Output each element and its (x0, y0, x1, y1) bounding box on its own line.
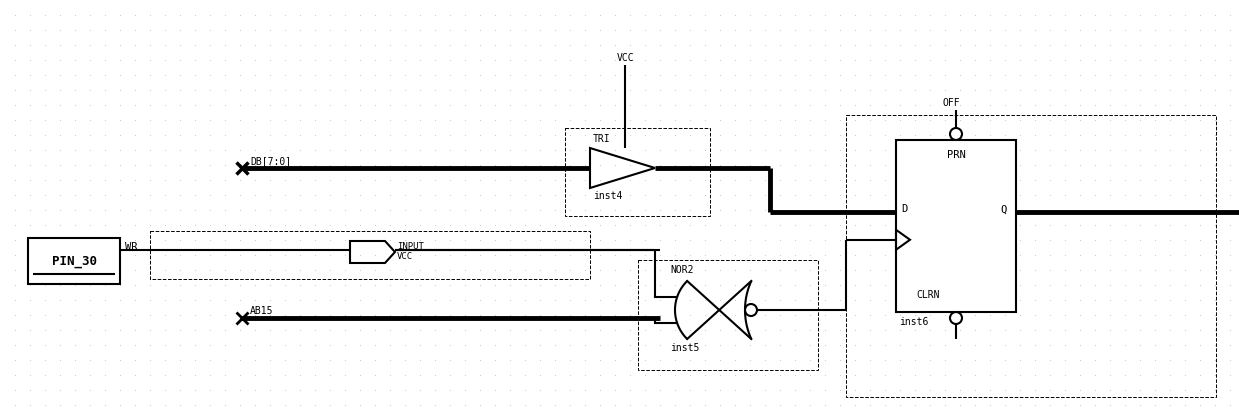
Text: inst5: inst5 (670, 343, 699, 353)
Bar (896, 140, 1016, 312)
Text: inst4: inst4 (593, 191, 622, 201)
Text: CLRN: CLRN (916, 290, 939, 300)
Text: OFF: OFF (942, 98, 960, 108)
Bar (150, 231, 590, 279)
Text: PIN_30: PIN_30 (52, 255, 97, 268)
Bar (638, 260, 818, 370)
Text: VCC: VCC (617, 53, 634, 63)
Text: Q: Q (1000, 204, 1006, 214)
Text: D: D (901, 204, 907, 214)
Text: PRN: PRN (947, 150, 965, 160)
Text: inst6: inst6 (900, 317, 928, 327)
Text: DB[7:0]: DB[7:0] (250, 156, 291, 166)
Text: VCC: VCC (396, 252, 413, 261)
Text: AB15: AB15 (250, 306, 274, 316)
Bar (565, 128, 710, 216)
Text: WR: WR (125, 242, 138, 252)
Bar (846, 115, 1215, 397)
Text: TRI: TRI (593, 134, 611, 144)
Bar (28, 238, 120, 284)
Text: INPUT: INPUT (396, 242, 424, 251)
Text: NOR2: NOR2 (670, 265, 694, 275)
